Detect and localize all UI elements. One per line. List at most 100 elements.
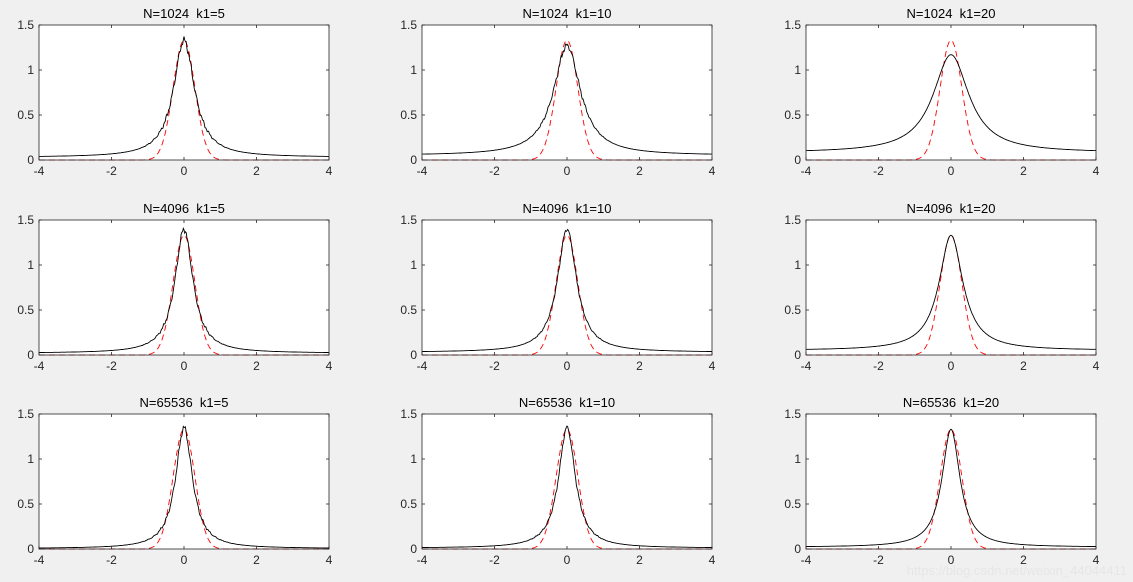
y-tick-label: 0.5 xyxy=(784,303,801,317)
y-tick-label: 0 xyxy=(794,153,801,167)
subplot-title: N=65536 k1=10 xyxy=(519,395,615,410)
y-tick-label: 1.5 xyxy=(17,18,34,32)
x-tick-label: -2 xyxy=(873,553,884,567)
x-tick-label: 4 xyxy=(709,164,716,178)
x-tick-label: 2 xyxy=(253,553,260,567)
watermark: https://blog.csdn.net/weixin_44044411 xyxy=(906,563,1127,578)
x-tick-label: -2 xyxy=(489,164,500,178)
y-tick-label: 0 xyxy=(410,153,417,167)
plot-area xyxy=(39,220,329,355)
x-tick-label: 4 xyxy=(1093,553,1100,567)
x-tick-label: 2 xyxy=(636,359,643,373)
subplot-title: N=1024 k1=10 xyxy=(523,6,612,21)
y-tick-label: 1 xyxy=(410,258,417,272)
x-tick-label: -4 xyxy=(417,359,428,373)
x-tick-label: 2 xyxy=(636,164,643,178)
x-tick-label: 4 xyxy=(709,553,716,567)
y-tick-label: 0 xyxy=(410,542,417,556)
x-tick-label: 4 xyxy=(1093,164,1100,178)
y-tick-label: 0 xyxy=(27,348,34,362)
y-tick-label: 1 xyxy=(794,258,801,272)
x-tick-label: -4 xyxy=(34,553,45,567)
plot-area xyxy=(422,25,712,160)
y-tick-label: 1.5 xyxy=(17,213,34,227)
subplot-title: N=65536 k1=20 xyxy=(903,395,999,410)
y-tick-label: 1 xyxy=(27,63,34,77)
y-tick-label: 1 xyxy=(410,452,417,466)
y-tick-label: 0.5 xyxy=(784,108,801,122)
x-tick-label: 2 xyxy=(1020,164,1027,178)
x-tick-label: -4 xyxy=(34,359,45,373)
x-tick-label: 0 xyxy=(948,164,955,178)
x-tick-label: -4 xyxy=(801,553,812,567)
subplot-9: -4 -2 0 2 4 0 0.5 1 1.5 N=65536 k1=20 xyxy=(784,395,1099,567)
subplot-title: N=4096 k1=20 xyxy=(907,201,996,216)
y-tick-label: 1.5 xyxy=(784,18,801,32)
empirical-curve xyxy=(39,227,329,353)
y-tick-label: 1 xyxy=(27,258,34,272)
y-tick-label: 1.5 xyxy=(784,407,801,421)
x-tick-label: 0 xyxy=(181,553,188,567)
x-tick-label: 2 xyxy=(636,553,643,567)
y-tick-label: 0 xyxy=(794,542,801,556)
x-tick-label: -4 xyxy=(801,164,812,178)
subplot-2: -4 -2 0 2 4 0 0.5 1 1.5 N=1024 k1=10 xyxy=(400,6,715,178)
y-tick-label: 1.5 xyxy=(17,407,34,421)
x-tick-label: 0 xyxy=(181,359,188,373)
subplot-3: -4 -2 0 2 4 0 0.5 1 1.5 N=1024 k1=20 xyxy=(784,6,1099,178)
subplot-title: N=65536 k1=5 xyxy=(140,395,229,410)
x-tick-label: 4 xyxy=(709,359,716,373)
subplot-title: N=4096 k1=5 xyxy=(143,201,225,216)
y-tick-label: 0.5 xyxy=(17,497,34,511)
subplot-title: N=4096 k1=10 xyxy=(523,201,612,216)
x-tick-label: -2 xyxy=(873,359,884,373)
x-tick-label: -2 xyxy=(489,359,500,373)
y-tick-label: 1 xyxy=(794,452,801,466)
x-tick-label: -2 xyxy=(873,164,884,178)
plot-area xyxy=(422,220,712,355)
x-tick-label: 0 xyxy=(948,553,955,567)
y-tick-label: 1.5 xyxy=(400,18,417,32)
empirical-curve xyxy=(806,428,1096,547)
x-tick-label: -4 xyxy=(417,164,428,178)
empirical-curve xyxy=(422,43,712,155)
x-tick-label: 0 xyxy=(181,164,188,178)
x-tick-label: -2 xyxy=(106,359,117,373)
x-tick-label: 4 xyxy=(326,164,333,178)
x-tick-label: 0 xyxy=(948,359,955,373)
y-tick-label: 1 xyxy=(794,63,801,77)
y-tick-label: 0.5 xyxy=(400,497,417,511)
empirical-curve xyxy=(422,228,712,352)
x-tick-label: -4 xyxy=(417,553,428,567)
empirical-curve xyxy=(39,425,329,549)
y-tick-label: 0.5 xyxy=(784,497,801,511)
plot-area xyxy=(422,414,712,549)
empirical-curve xyxy=(805,234,1097,350)
subplot-8: -4 -2 0 2 4 0 0.5 1 1.5 N=65536 k1=10 xyxy=(400,395,715,567)
plot-area xyxy=(806,220,1096,355)
y-tick-label: 1.5 xyxy=(400,407,417,421)
y-tick-label: 0.5 xyxy=(400,108,417,122)
x-tick-label: 2 xyxy=(1020,553,1027,567)
subplot-1: -4 -2 0 2 4 0 0.5 1 1.5 N=1024 k1=5 xyxy=(17,6,332,178)
empirical-curve xyxy=(806,54,1096,152)
x-tick-label: -4 xyxy=(34,164,45,178)
y-tick-label: 0 xyxy=(410,348,417,362)
subplot-title: N=1024 k1=20 xyxy=(907,6,996,21)
y-tick-label: 0 xyxy=(27,542,34,556)
subplot-6: -4 -2 0 2 4 0 0.5 1 1.5 N=4096 k1=20 xyxy=(784,201,1099,373)
x-tick-label: -2 xyxy=(106,553,117,567)
y-tick-label: 0 xyxy=(27,153,34,167)
x-tick-label: 2 xyxy=(253,164,260,178)
x-tick-label: 4 xyxy=(1093,359,1100,373)
y-tick-label: 0.5 xyxy=(17,303,34,317)
plot-area xyxy=(39,25,329,160)
x-tick-label: 0 xyxy=(564,359,571,373)
y-tick-label: 0.5 xyxy=(400,303,417,317)
empirical-curve xyxy=(39,36,329,157)
x-tick-label: -4 xyxy=(801,359,812,373)
x-tick-label: 0 xyxy=(564,553,571,567)
plot-area xyxy=(806,414,1096,549)
subplot-7: -4 -2 0 2 4 0 0.5 1 1.5 N=65536 k1=5 xyxy=(17,395,332,567)
